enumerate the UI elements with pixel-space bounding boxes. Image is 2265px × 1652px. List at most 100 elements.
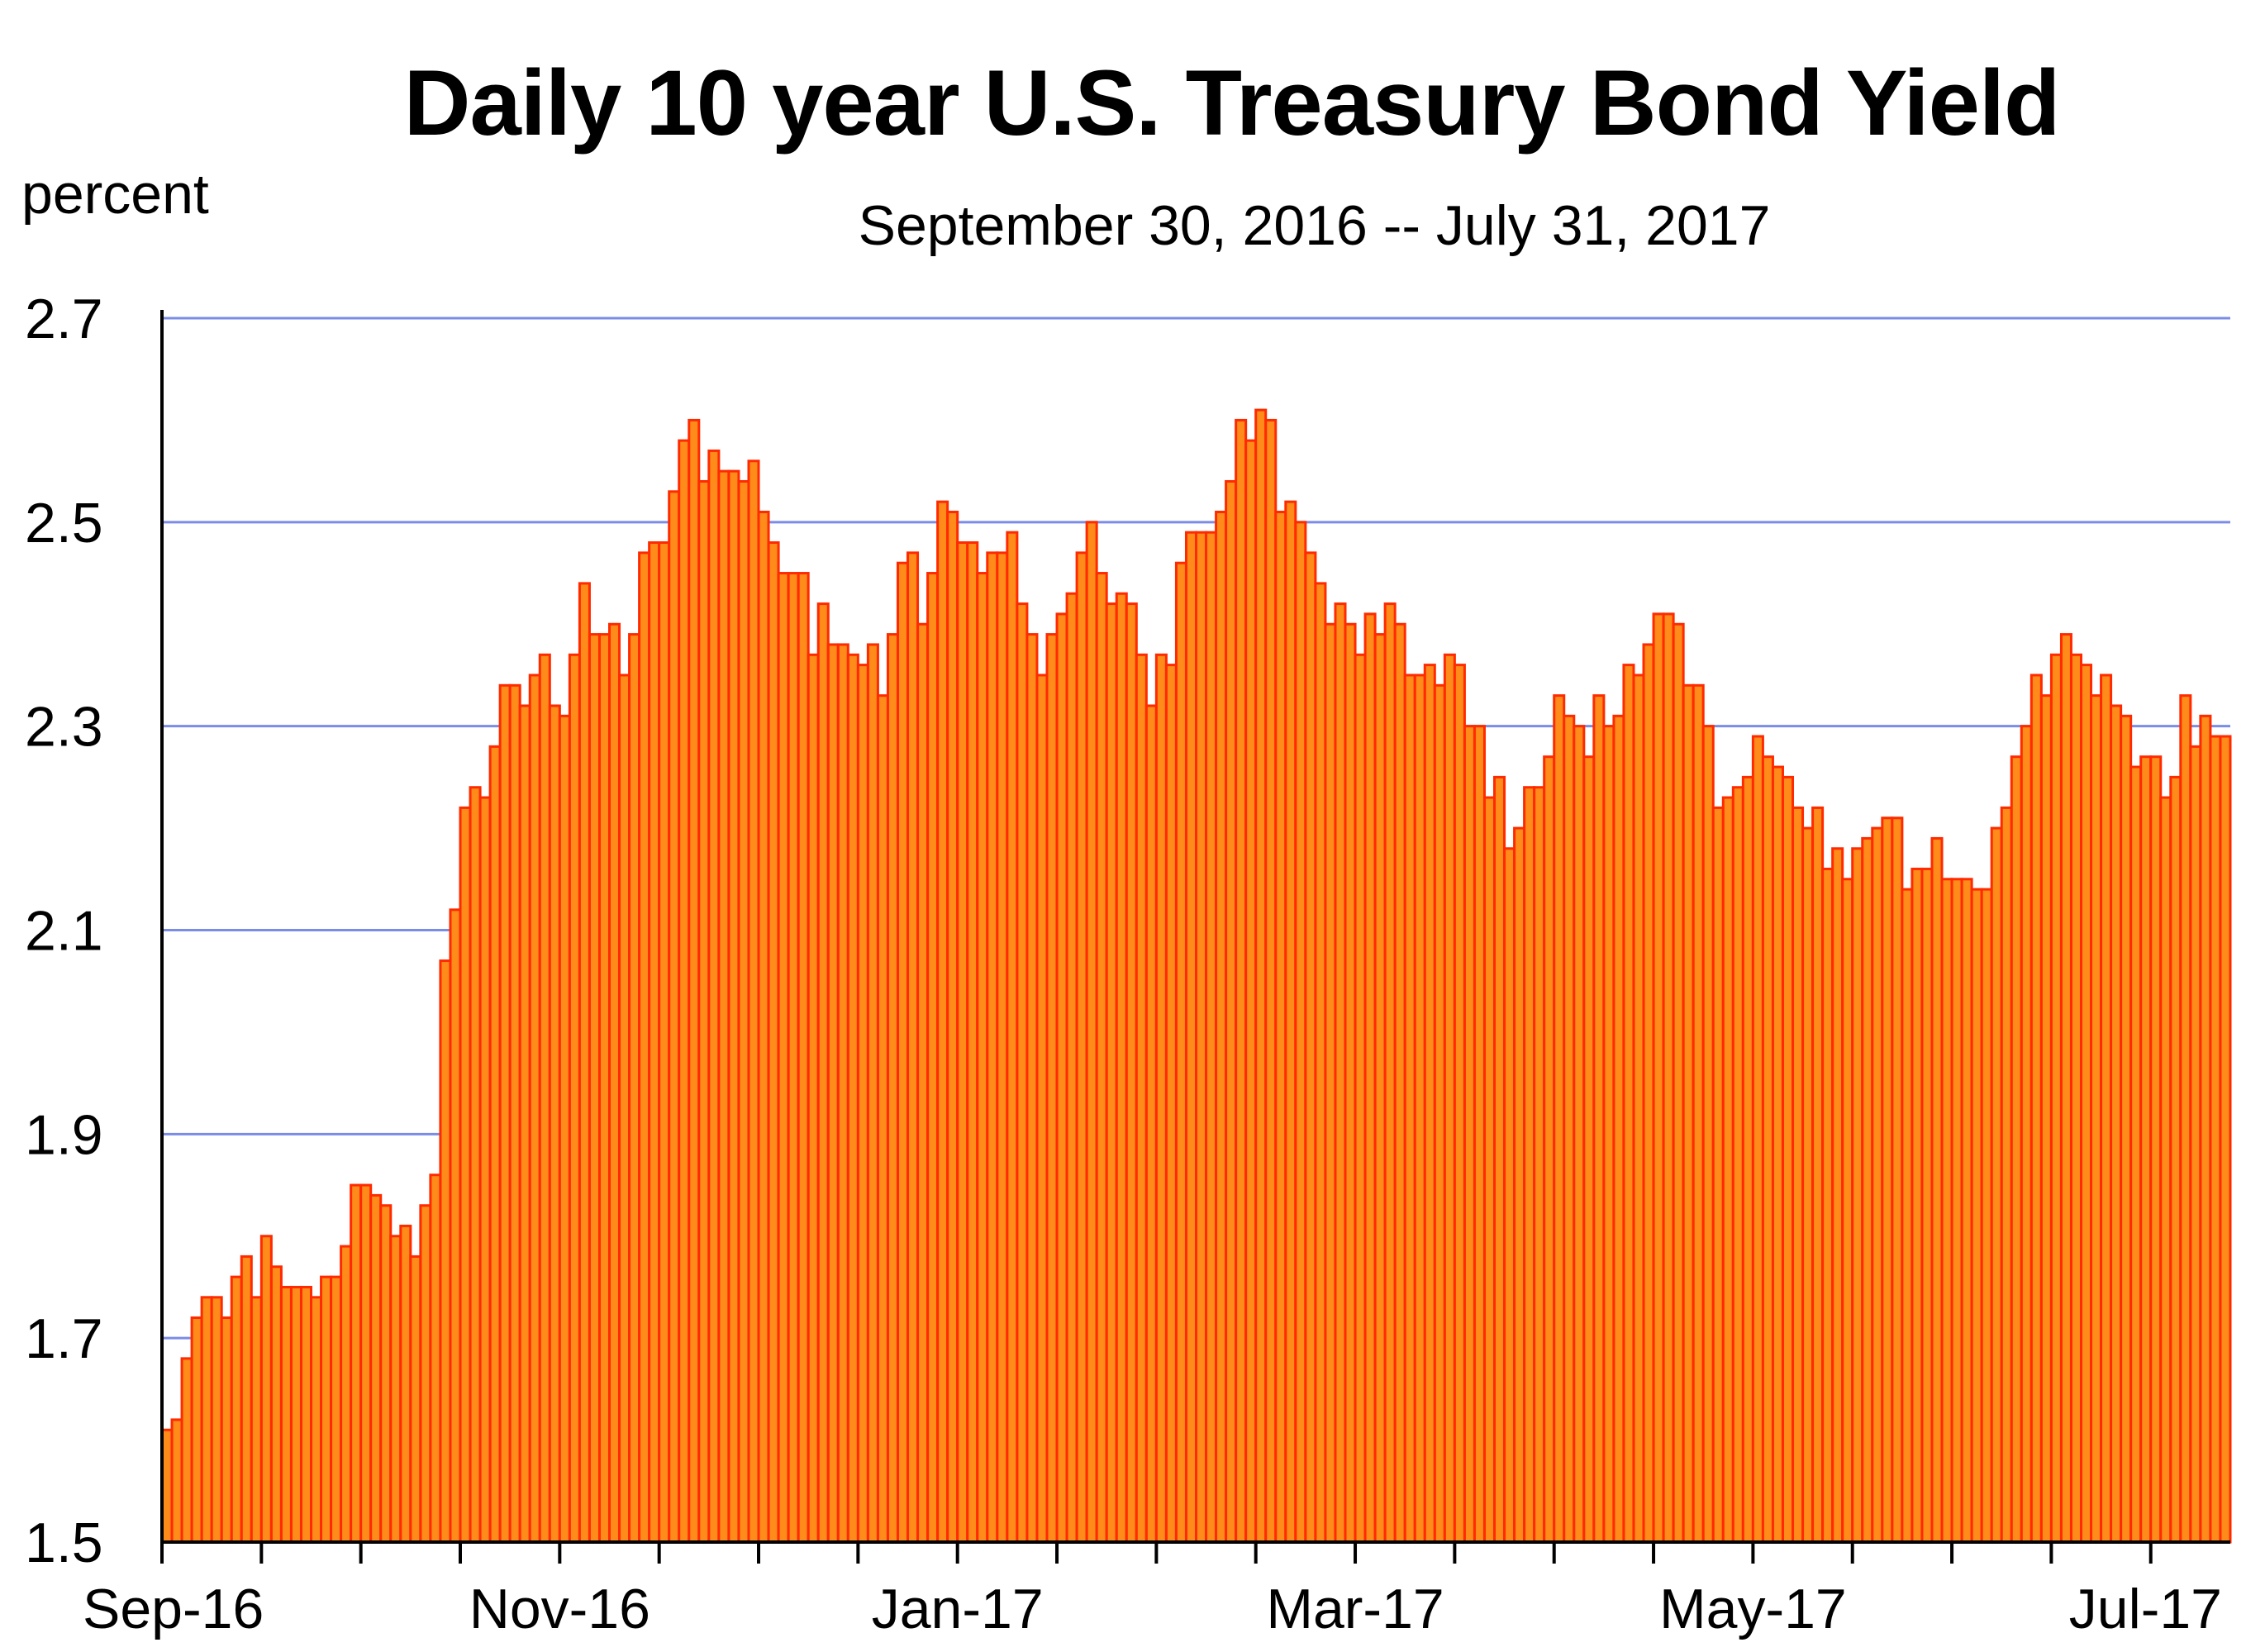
- bar: [1205, 531, 1218, 1544]
- bar: [826, 643, 840, 1544]
- x-tick-label: Jan-17: [872, 1578, 1044, 1640]
- bar: [1423, 664, 1436, 1544]
- bar: [816, 602, 830, 1544]
- bar: [1363, 612, 1377, 1544]
- bar: [697, 479, 711, 1544]
- bar: [1135, 653, 1148, 1544]
- bar: [1463, 725, 1476, 1544]
- bar: [797, 572, 810, 1544]
- bar: [1731, 786, 1744, 1544]
- bar: [976, 572, 989, 1544]
- bar: [1274, 510, 1287, 1544]
- bar: [2010, 755, 2023, 1544]
- bar: [1930, 836, 1944, 1544]
- bar: [170, 1418, 183, 1544]
- bar: [1304, 551, 1317, 1544]
- y-tick-label: 2.7: [25, 288, 103, 350]
- bar: [1225, 479, 1238, 1544]
- bar: [588, 633, 601, 1544]
- y-axis-label: percent: [21, 163, 209, 226]
- bar: [1871, 826, 1884, 1544]
- bar: [628, 633, 641, 1544]
- bar: [190, 1316, 203, 1544]
- bar: [210, 1296, 223, 1544]
- bar: [1373, 633, 1387, 1544]
- bar: [2100, 674, 2113, 1544]
- bar: [1513, 826, 1526, 1544]
- bar: [299, 1285, 313, 1544]
- y-tick-label: 1.5: [25, 1512, 103, 1574]
- bar: [1354, 653, 1367, 1544]
- bar: [916, 622, 930, 1544]
- bar: [986, 551, 999, 1544]
- bar: [956, 541, 969, 1544]
- bar: [1025, 633, 1039, 1544]
- bar: [2139, 755, 2153, 1544]
- y-tick-label: 2.1: [25, 900, 103, 963]
- bar: [180, 1357, 193, 1544]
- bar: [836, 643, 849, 1544]
- bar: [946, 510, 959, 1544]
- bar: [310, 1296, 323, 1544]
- bar: [1075, 551, 1088, 1544]
- bar: [1940, 878, 1953, 1544]
- axes: [160, 310, 2230, 1564]
- bar: [1115, 592, 1128, 1544]
- bar: [1254, 408, 1268, 1544]
- bar: [2169, 775, 2182, 1544]
- bar: [1055, 612, 1068, 1544]
- bar: [1970, 888, 1983, 1544]
- bar: [1831, 847, 1844, 1544]
- bar: [578, 582, 591, 1544]
- bar: [558, 714, 571, 1544]
- bar: [1215, 510, 1228, 1544]
- bar: [1821, 867, 1834, 1544]
- bar: [350, 1183, 363, 1544]
- bar: [1383, 602, 1397, 1544]
- bar: [1721, 796, 1734, 1544]
- bar: [1482, 796, 1497, 1544]
- bar: [1920, 867, 1934, 1544]
- bar: [259, 1235, 273, 1544]
- bar: [230, 1275, 243, 1544]
- bar: [1901, 888, 1914, 1544]
- bar: [2049, 653, 2063, 1544]
- bar: [1781, 775, 1795, 1544]
- bar: [1244, 439, 1258, 1544]
- chart-title: Daily 10 year U.S. Treasury Bond Yield: [403, 51, 2061, 155]
- bar: [1652, 612, 1665, 1544]
- bar: [1881, 816, 1894, 1544]
- bar: [1035, 674, 1049, 1544]
- bar: [1990, 826, 2003, 1544]
- bar: [658, 541, 671, 1544]
- y-tick-label: 1.7: [25, 1307, 103, 1370]
- bar: [2059, 633, 2072, 1544]
- bar: [668, 490, 681, 1544]
- bar: [1851, 847, 1864, 1544]
- bar: [359, 1183, 373, 1544]
- bar: [1573, 725, 1586, 1544]
- bar: [2209, 735, 2222, 1544]
- bar: [1861, 836, 1874, 1544]
- bar: [1612, 714, 1625, 1544]
- bar: [1334, 602, 1347, 1544]
- bar: [896, 561, 910, 1544]
- bar: [1085, 521, 1098, 1544]
- x-tick-label: Nov-16: [469, 1578, 650, 1640]
- bar: [2120, 714, 2133, 1544]
- bar: [2000, 806, 2013, 1544]
- bar: [2159, 796, 2172, 1544]
- bar: [2149, 755, 2163, 1544]
- bar: [498, 683, 512, 1544]
- bar: [2199, 714, 2212, 1544]
- x-tick-label: May-17: [1659, 1578, 1847, 1640]
- bar: [866, 643, 879, 1544]
- bar: [528, 674, 541, 1544]
- bar: [240, 1254, 253, 1544]
- bar: [787, 572, 800, 1544]
- bar: [488, 745, 502, 1544]
- bar: [2029, 674, 2043, 1544]
- tick-labels: 1.5 1.7 1.9 2.1 2.3 2.5 2.7 Sep-16 Nov-16 Jan-17 M…: [25, 288, 2222, 1640]
- bar: [886, 633, 899, 1544]
